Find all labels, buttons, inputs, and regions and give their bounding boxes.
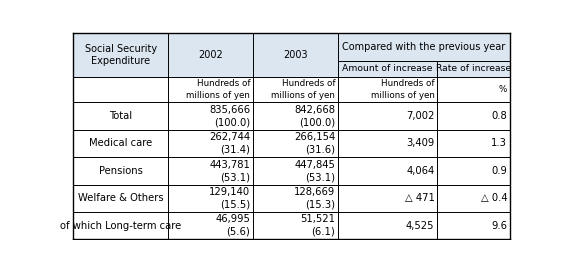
Bar (73, 184, 168, 212)
Text: 842,668
(100.0): 842,668 (100.0) (294, 105, 335, 127)
Text: Total: Total (109, 111, 132, 121)
Text: %: % (499, 85, 507, 94)
Text: Rate of increase: Rate of increase (436, 65, 511, 73)
Text: 46,995
(5.6): 46,995 (5.6) (215, 214, 250, 237)
Text: of which Long-term care: of which Long-term care (60, 221, 182, 231)
Bar (437, 184, 510, 212)
Bar (168, 77, 253, 102)
Text: Social Security
Expenditure: Social Security Expenditure (85, 44, 156, 66)
Text: 0.9: 0.9 (492, 166, 507, 176)
Bar (168, 102, 253, 130)
Bar (168, 157, 253, 184)
Bar (73, 77, 168, 102)
Bar (168, 33, 253, 77)
Text: 0.8: 0.8 (492, 111, 507, 121)
Bar (337, 184, 437, 212)
Bar (437, 77, 510, 102)
Text: 262,744
(31.4): 262,744 (31.4) (209, 132, 250, 155)
Text: 443,781
(53.1): 443,781 (53.1) (209, 160, 250, 182)
Bar (73, 157, 168, 184)
Text: Hundreds of
millions of yen: Hundreds of millions of yen (370, 79, 435, 100)
Bar (337, 102, 437, 130)
Bar (253, 157, 337, 184)
Text: Pensions: Pensions (98, 166, 143, 176)
Text: △ 471: △ 471 (405, 193, 435, 203)
Bar (337, 77, 437, 102)
Text: 2002: 2002 (198, 50, 222, 60)
Bar (168, 212, 253, 239)
Bar (253, 184, 337, 212)
Text: 4,064: 4,064 (406, 166, 435, 176)
Bar (437, 102, 510, 130)
Text: 7,002: 7,002 (406, 111, 435, 121)
Bar (337, 212, 437, 239)
Text: 9.6: 9.6 (491, 221, 507, 231)
Bar (253, 102, 337, 130)
Text: Hundreds of
millions of yen: Hundreds of millions of yen (186, 79, 250, 100)
Bar (168, 184, 253, 212)
Text: 835,666
(100.0): 835,666 (100.0) (209, 105, 250, 127)
Bar (253, 77, 337, 102)
Bar (337, 33, 510, 61)
Text: Compared with the previous year: Compared with the previous year (342, 42, 505, 52)
Bar (253, 130, 337, 157)
Text: 1.3: 1.3 (492, 139, 507, 148)
Text: 129,140
(15.5): 129,140 (15.5) (209, 187, 250, 210)
Text: Welfare & Others: Welfare & Others (78, 193, 163, 203)
Text: 4,525: 4,525 (406, 221, 435, 231)
Text: △ 0.4: △ 0.4 (481, 193, 507, 203)
Bar (437, 212, 510, 239)
Bar (73, 33, 168, 77)
Bar (253, 33, 337, 77)
Text: 128,669
(15.3): 128,669 (15.3) (294, 187, 335, 210)
Bar (437, 130, 510, 157)
Text: Medical care: Medical care (89, 139, 152, 148)
Text: 266,154
(31.6): 266,154 (31.6) (294, 132, 335, 155)
Text: 51,521
(6.1): 51,521 (6.1) (300, 214, 335, 237)
Bar (73, 102, 168, 130)
Text: 447,845
(53.1): 447,845 (53.1) (294, 160, 335, 182)
Text: 3,409: 3,409 (406, 139, 435, 148)
Text: 2003: 2003 (283, 50, 308, 60)
Bar (437, 157, 510, 184)
Bar (73, 130, 168, 157)
Bar (337, 157, 437, 184)
Bar (437, 61, 510, 77)
Text: Hundreds of
millions of yen: Hundreds of millions of yen (271, 79, 335, 100)
Bar (73, 212, 168, 239)
Bar (168, 130, 253, 157)
Bar (337, 61, 437, 77)
Text: Amount of increase: Amount of increase (342, 65, 432, 73)
Bar (253, 212, 337, 239)
Bar (337, 130, 437, 157)
